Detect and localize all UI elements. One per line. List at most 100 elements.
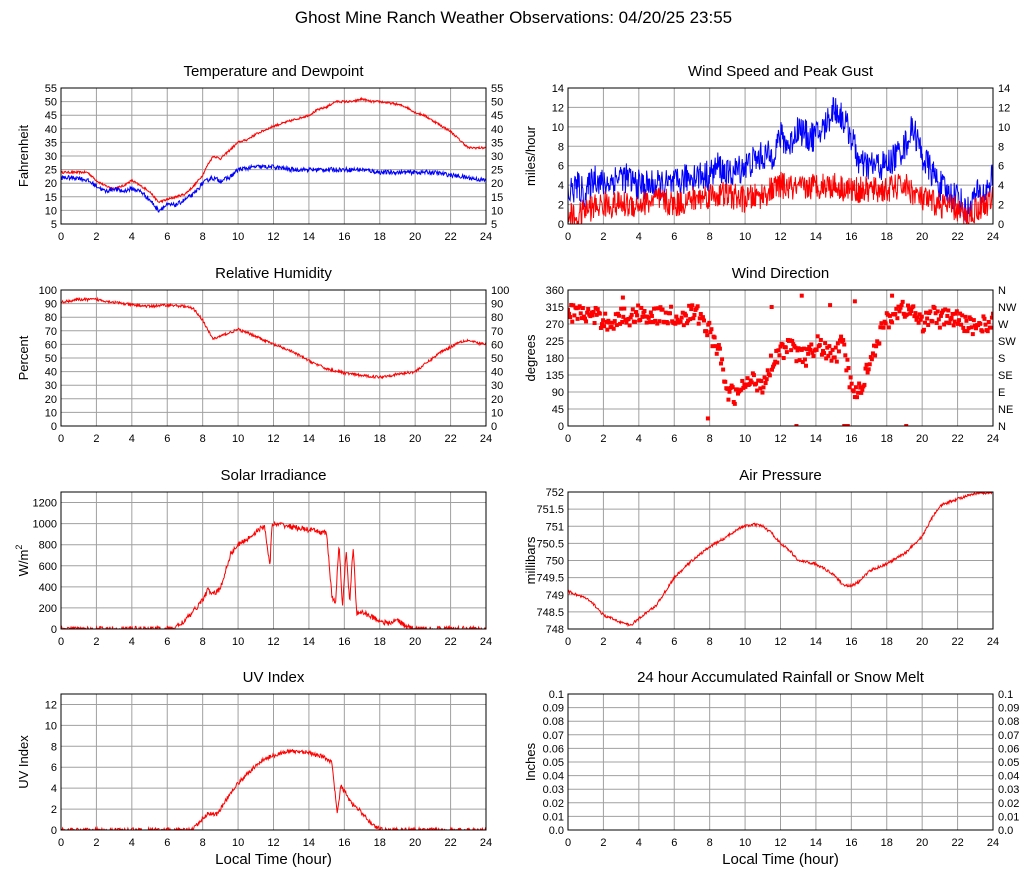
data-point	[607, 320, 612, 325]
data-point	[833, 345, 838, 350]
data-point	[799, 347, 804, 352]
data-point	[873, 353, 878, 358]
data-point	[818, 337, 823, 342]
data-point	[742, 382, 747, 387]
y-tick-label: 8	[51, 741, 57, 753]
data-point	[852, 395, 857, 400]
data-point	[856, 390, 861, 395]
y-tick-label: 90	[45, 299, 57, 311]
x-tick-label: 18	[881, 837, 893, 849]
data-point	[594, 312, 599, 317]
x-tick-label: 18	[374, 433, 386, 445]
y-tick-label: 0.04	[543, 771, 564, 783]
series-line	[568, 97, 993, 223]
y-tick-label: 749.5	[536, 573, 564, 585]
data-point	[592, 321, 597, 326]
y-tick-label: 0.02	[543, 798, 564, 810]
data-point	[802, 357, 807, 362]
x-tick-label: 22	[951, 433, 963, 445]
y-tick-label-right: 40	[491, 124, 503, 136]
data-point	[612, 319, 617, 324]
data-point	[954, 309, 959, 314]
data-point	[762, 375, 767, 380]
data-point	[794, 359, 799, 364]
data-point	[838, 338, 842, 343]
x-tick-label: 22	[444, 837, 456, 849]
y-tick-label: 800	[39, 540, 57, 552]
data-point	[918, 317, 923, 322]
data-point	[721, 367, 726, 372]
y-tick-label-right: 30	[491, 380, 503, 392]
data-point	[640, 314, 645, 319]
data-point	[613, 312, 618, 317]
data-point	[696, 321, 701, 326]
y-tick-label: 600	[39, 561, 57, 573]
data-point	[924, 310, 929, 315]
x-tick-label: 4	[636, 433, 642, 445]
data-point	[601, 318, 606, 323]
x-tick-label: 20	[409, 636, 421, 648]
data-point	[621, 314, 626, 319]
data-point	[933, 311, 938, 316]
y-tick-label-right: 20	[491, 394, 503, 406]
y-tick-label: 20	[45, 394, 57, 406]
x-tick-label: 10	[232, 837, 244, 849]
data-point	[869, 357, 874, 362]
data-point	[964, 318, 969, 323]
data-point	[960, 313, 965, 318]
data-point	[822, 351, 827, 356]
data-point	[765, 368, 770, 373]
y-tick-label-right: 0.08	[998, 716, 1019, 728]
data-point	[605, 327, 610, 332]
x-tick-label: 20	[409, 231, 421, 243]
data-point	[657, 319, 662, 324]
data-point	[817, 343, 822, 348]
x-tick-label: 10	[739, 433, 751, 445]
x-tick-label: 20	[916, 433, 928, 445]
data-point	[893, 311, 898, 316]
data-point	[726, 397, 731, 402]
y-tick-label: 100	[39, 285, 57, 297]
data-point	[653, 318, 658, 323]
data-point	[744, 382, 749, 387]
x-tick-label: 20	[409, 433, 421, 445]
y-tick-label: 70	[45, 326, 57, 338]
y-axis-label: UV Index	[16, 735, 31, 789]
y-tick-label-right: 90	[491, 299, 503, 311]
data-point	[665, 321, 670, 326]
data-point	[717, 346, 722, 351]
x-axis-label: Local Time (hour)	[722, 851, 839, 868]
y-axis-label-sup: 2	[14, 545, 24, 550]
data-point	[826, 353, 831, 358]
data-point	[855, 395, 859, 400]
data-point	[595, 307, 600, 312]
data-point	[747, 382, 752, 387]
x-tick-label: 12	[267, 837, 279, 849]
x-tick-label: 8	[707, 837, 713, 849]
y-axis-label: millibars	[523, 536, 538, 584]
y-tick-label: 10	[552, 122, 564, 134]
x-tick-label: 12	[774, 231, 786, 243]
chart-title: Air Pressure	[739, 467, 822, 484]
data-point	[588, 314, 593, 319]
data-point	[617, 313, 621, 318]
data-point	[620, 319, 625, 324]
x-tick-label: 10	[232, 636, 244, 648]
y-tick-label: 10	[45, 205, 57, 217]
y-tick-label-right: 10	[491, 205, 503, 217]
y-tick-label-right: 0.02	[998, 798, 1019, 810]
data-point	[767, 373, 772, 378]
y-tick-label: 0.03	[543, 784, 564, 796]
x-tick-label: 4	[129, 231, 135, 243]
data-point	[698, 311, 703, 316]
y-tick-label: 400	[39, 582, 57, 594]
chart-title: Solar Irradiance	[221, 467, 327, 484]
y-tick-label-right: SE	[998, 370, 1013, 382]
data-point	[867, 362, 872, 367]
data-point	[796, 346, 801, 351]
y-tick-label-right: 4	[998, 180, 1004, 192]
data-point	[691, 316, 696, 321]
data-point	[577, 304, 582, 309]
data-point	[583, 316, 587, 321]
